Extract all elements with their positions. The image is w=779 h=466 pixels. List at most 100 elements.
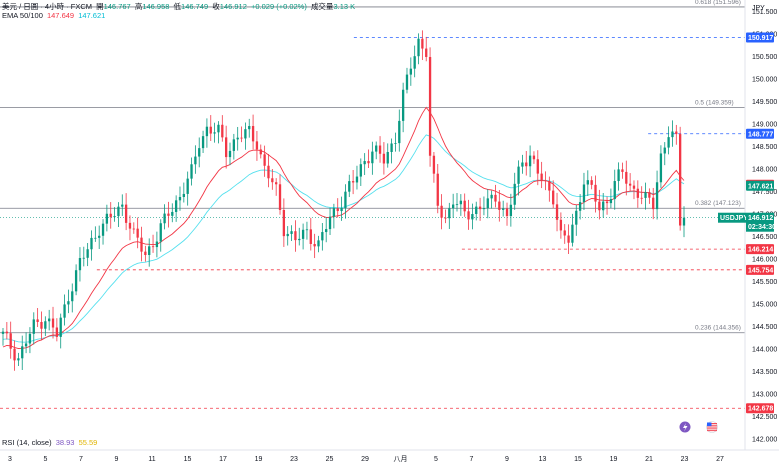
candle [590,176,593,190]
candle [502,200,505,217]
low-label: 低 [173,2,182,11]
candle [678,126,682,231]
rsi-legend[interactable]: RSI (14, close) 38.93 55.59 [2,438,97,447]
candle-body [255,141,259,150]
candle-body [74,270,78,292]
high-value: 146.958 [142,2,170,11]
candle-body [552,190,555,205]
candle [605,196,609,215]
candle [594,175,597,213]
candle [86,242,89,267]
x-tick-label: 7 [79,456,83,463]
last-price-bg [746,212,774,232]
candle-body [309,229,312,245]
candle-body [652,197,655,210]
volume-value: 3.13 K [333,2,356,11]
candle [505,202,509,226]
candle [367,149,370,168]
candle-body [151,246,155,248]
candle [371,141,374,175]
candle-body [498,201,501,210]
candle-body [44,321,47,329]
candle [532,151,536,164]
candle-body [594,184,597,202]
symbol-header: 美元 / 日圓 · 4小時 · FXCM 開146.767 高146.958 低… [2,1,355,12]
candle-body [667,137,670,148]
candle-body [94,237,97,239]
candle-body [451,204,455,209]
candle [675,124,678,145]
candle [405,67,409,94]
candle-body [521,162,524,167]
candle-body [621,169,624,172]
candle [213,122,216,143]
candle [109,202,112,229]
candle [148,238,151,267]
fib-level-label: 0.382 (147.123) [695,200,741,207]
candle-body [267,165,270,179]
candle [171,203,174,223]
low-value: 146.749 [181,2,209,11]
candle [267,154,270,188]
ema-legend[interactable]: EMA 50/100 147.649 147.621 [2,11,105,20]
ema100-line [2,134,685,343]
last-price-tag: USDJPY 146.912 02:34:30 [718,212,776,232]
candle [509,193,513,227]
candle-body [417,38,420,57]
candle-body [502,208,505,210]
candle [428,47,432,167]
candle-body [317,240,320,247]
candle-body [178,197,182,201]
candle [140,226,143,262]
y-tick-label: 142.000 [752,436,777,443]
candle [317,235,320,253]
candle-body [228,150,232,158]
candle [613,169,616,210]
candle [163,204,166,230]
candle [652,187,655,220]
candle [559,212,563,239]
candle-body [509,204,513,217]
y-tick-label: 146.000 [752,256,777,263]
candle [498,189,501,222]
candle [221,115,224,142]
x-tick-label: 13 [539,456,547,463]
candle [298,227,301,246]
ema100-value: 147.621 [78,11,106,20]
candle [82,246,85,267]
candle [224,125,228,169]
candle [602,193,605,218]
candle [609,188,613,209]
x-tick-label: 19 [255,456,263,463]
candle [644,182,647,210]
candle [486,189,489,219]
candle-body [636,188,639,198]
rsi-label: RSI (14, close) [2,438,52,447]
x-tick-label: 17 [219,456,227,463]
candle-body [155,241,159,248]
candle [448,202,451,229]
x-tick-label: 25 [326,456,334,463]
candle-body [186,178,189,194]
candle [413,45,416,78]
fib-level-label: 0.618 (151.596) [695,0,741,6]
candle [394,132,397,152]
x-tick-label: 21 [645,456,653,463]
candle-body [40,321,43,329]
candle [632,180,636,200]
candle [248,118,251,138]
candle [582,172,586,210]
symbol-line[interactable]: 美元 / 日圓 · 4小時 · FXCM [2,2,92,11]
candle-body [9,333,12,349]
x-tick-label: 27 [716,456,724,463]
candle-body [290,231,293,234]
candle-body [282,209,286,237]
candle [494,184,497,208]
candle [94,226,97,242]
candle-body [198,148,201,157]
candle [552,180,555,209]
x-tick-label: 29 [361,456,369,463]
x-tick-label: 5 [44,456,48,463]
candle [155,231,159,258]
